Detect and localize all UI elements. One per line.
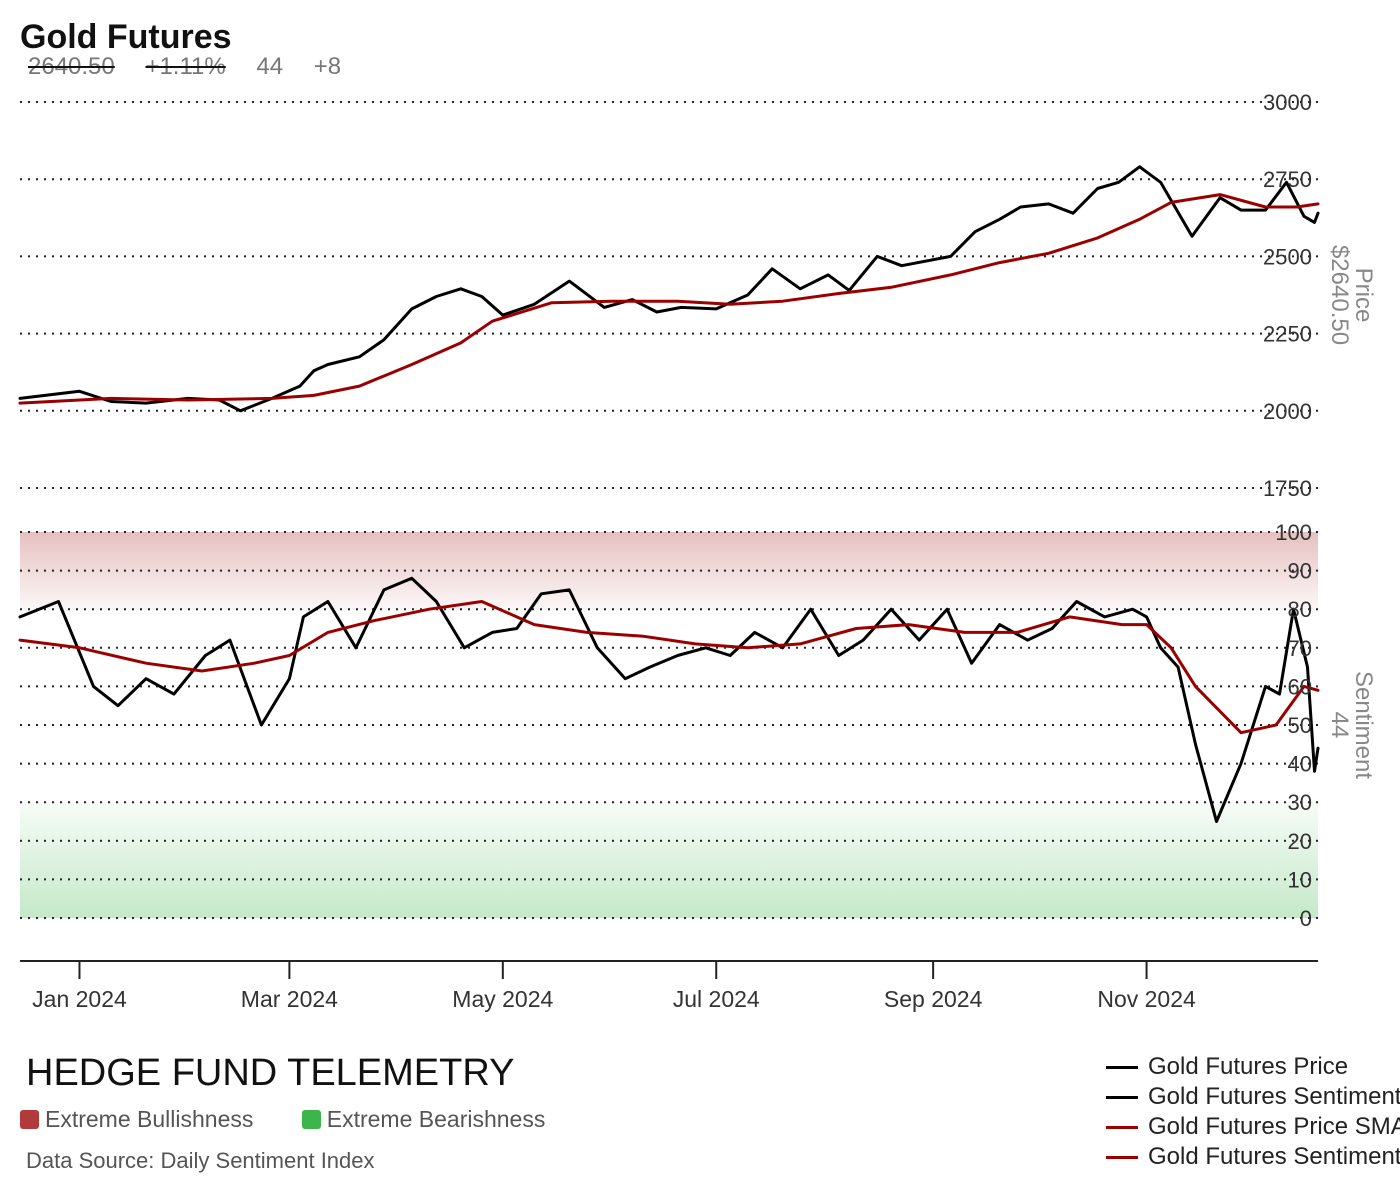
chart-title: Gold Futures xyxy=(20,18,232,56)
sma-line xyxy=(18,600,1320,735)
y-tick-label: 0 xyxy=(1300,906,1312,931)
y-tick-label: 2750 xyxy=(1263,167,1312,192)
y-tick-label: 80 xyxy=(1288,597,1312,622)
legend-label: Gold Futures Price xyxy=(1148,1053,1349,1080)
brand-name: HEDGE FUND TELEMETRY xyxy=(26,1052,515,1094)
sentiment-axis-label: Sentiment xyxy=(1350,671,1377,779)
x-tick-label: Mar 2024 xyxy=(241,986,338,1012)
band-legend-bear: Extreme Bearishness xyxy=(301,1106,546,1133)
x-tick-label: Nov 2024 xyxy=(1097,986,1196,1012)
legend-swatch xyxy=(1106,1066,1138,1070)
y-tick-label: 30 xyxy=(1288,790,1312,815)
y-tick-label: 40 xyxy=(1288,752,1312,777)
extreme-bearish-band xyxy=(20,802,1318,918)
x-tick-label: Sep 2024 xyxy=(884,986,983,1012)
y-tick-label: 70 xyxy=(1288,636,1312,661)
current-price: 2640.50 xyxy=(28,53,115,80)
sma-line xyxy=(18,193,1320,405)
y-tick-label: 50 xyxy=(1288,713,1312,738)
band-legend: Extreme Bullishness Extreme Bearishness xyxy=(20,1106,587,1133)
series-line xyxy=(18,576,1320,823)
series-line xyxy=(18,165,1320,413)
bear-swatch xyxy=(301,1110,321,1129)
bull-label: Extreme Bullishness xyxy=(45,1106,254,1132)
y-tick-label: 90 xyxy=(1288,559,1312,584)
series-lines xyxy=(18,165,1320,823)
y-tick-label: 3000 xyxy=(1263,90,1312,115)
x-tick-label: Jul 2024 xyxy=(673,986,760,1012)
legend-swatch xyxy=(1106,1126,1138,1130)
header-stats: 2640.50 +1.11% 44 +8 xyxy=(28,53,365,81)
y-tick-label: 2500 xyxy=(1263,244,1312,269)
series-legend: Gold Futures Price Gold Futures Sentimen… xyxy=(1106,1052,1400,1172)
dual-panel-chart: 3000275025002250200017501009080706050403… xyxy=(18,90,1377,1012)
legend-label: Gold Futures Sentiment SMA xyxy=(1148,1143,1400,1170)
y-tick-label: 2250 xyxy=(1263,322,1312,347)
price-axis-label: Price xyxy=(1350,268,1377,323)
legend-swatch xyxy=(1106,1156,1138,1160)
y-tick-label: 1750 xyxy=(1263,476,1312,501)
legend-item[interactable]: Gold Futures Sentiment xyxy=(1106,1082,1400,1112)
legend-label: Gold Futures Price SMA xyxy=(1148,1113,1400,1140)
y-tick-labels: 3000275025002250200017501009080706050403… xyxy=(1263,90,1312,931)
y-tick-label: 10 xyxy=(1288,867,1312,892)
legend-item[interactable]: Gold Futures Sentiment SMA xyxy=(1106,1142,1400,1172)
gridlines xyxy=(20,101,1318,919)
price-axis-current-value: $2640.50 xyxy=(1326,245,1353,345)
band-legend-bull: Extreme Bullishness xyxy=(20,1106,253,1133)
y-tick-label: 2000 xyxy=(1263,399,1312,424)
x-tick-label: Jan 2024 xyxy=(32,986,127,1012)
legend-item[interactable]: Gold Futures Price xyxy=(1106,1052,1400,1082)
x-axis: Jan 2024 Mar 2024 May 2024 Jul 2024 Sep 2024… xyxy=(20,960,1318,1012)
legend-label: Gold Futures Sentiment xyxy=(1148,1083,1400,1110)
y-tick-label: 100 xyxy=(1275,520,1312,545)
sentiment-axis-current-value: 44 xyxy=(1326,712,1353,739)
data-source: Data Source: Daily Sentiment Index xyxy=(26,1148,375,1173)
price-change: +1.11% xyxy=(145,53,226,80)
legend-swatch xyxy=(1106,1096,1138,1100)
current-sentiment: 44 xyxy=(256,53,284,80)
y-tick-label: 60 xyxy=(1288,674,1312,699)
bear-label: Extreme Bearishness xyxy=(326,1106,546,1132)
bull-swatch xyxy=(20,1110,39,1129)
x-tick-label: May 2024 xyxy=(452,986,553,1012)
y-tick-label: 20 xyxy=(1288,829,1312,854)
sentiment-change: +8 xyxy=(313,53,342,80)
legend-item[interactable]: Gold Futures Price SMA xyxy=(1106,1112,1400,1142)
